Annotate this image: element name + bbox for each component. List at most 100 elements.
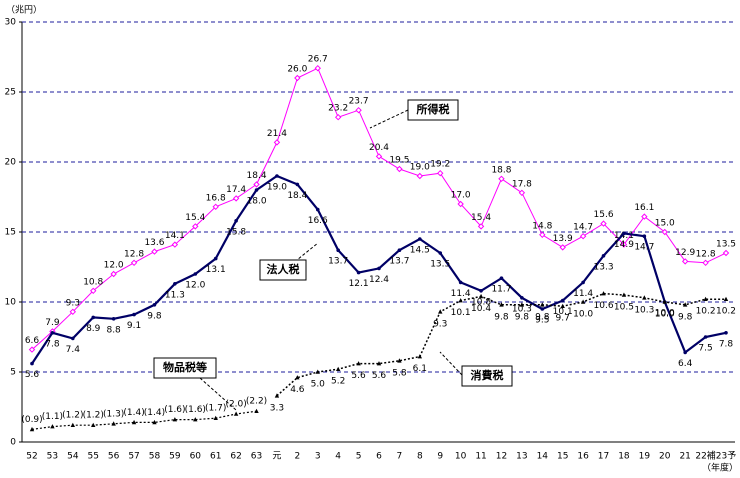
point — [479, 289, 483, 293]
data-label: 12.1 — [349, 279, 369, 289]
data-label: 10.1 — [553, 307, 573, 317]
point — [520, 296, 524, 300]
data-label: 10.3 — [512, 304, 532, 314]
data-label: 9.8 — [515, 312, 530, 322]
point — [600, 220, 607, 227]
point — [477, 223, 485, 230]
y-tick-label: 30 — [5, 18, 17, 28]
point — [437, 169, 444, 177]
x-tick-label: 4 — [335, 452, 341, 462]
y-tick-label: 15 — [5, 228, 16, 238]
point — [642, 295, 647, 300]
point — [417, 354, 423, 359]
point — [498, 175, 505, 183]
data-label: 10.5 — [614, 303, 634, 313]
data-label: 12.0 — [185, 281, 205, 291]
point — [152, 419, 157, 425]
data-label: 16.8 — [206, 193, 226, 203]
point — [254, 188, 259, 192]
point — [724, 331, 728, 335]
point — [234, 219, 238, 223]
data-label: 14.1 — [165, 231, 185, 241]
series-line — [31, 410, 257, 430]
point — [396, 165, 403, 173]
data-label: 13.7 — [389, 257, 409, 267]
x-tick-label: 13 — [516, 452, 527, 462]
data-label: (1.4) — [123, 408, 144, 418]
point — [315, 369, 320, 374]
data-label: 26.0 — [287, 65, 307, 75]
data-label: (2.0) — [225, 400, 246, 410]
data-label: 7.9 — [45, 318, 60, 328]
x-tick-label: 3 — [315, 452, 321, 462]
point — [499, 276, 504, 281]
x-tick-label: 21 — [679, 452, 690, 462]
data-label: 9.8 — [535, 312, 550, 322]
data-label: (1.6) — [164, 405, 185, 415]
point — [438, 309, 443, 314]
callout-box — [461, 365, 513, 387]
data-label: 13.5 — [716, 240, 736, 250]
x-tick-label: 8 — [417, 452, 423, 462]
data-label: 14.7 — [573, 223, 593, 233]
point — [702, 259, 709, 267]
data-label: 16.6 — [308, 216, 328, 226]
data-label: 5.8 — [392, 368, 407, 378]
point — [90, 287, 97, 295]
x-tick-label: 5 — [356, 452, 362, 462]
x-tick-label: 20 — [659, 452, 671, 462]
x-tick-label: 57 — [128, 452, 139, 462]
data-label: 7.8 — [45, 339, 60, 349]
y-tick-label: 20 — [5, 158, 17, 168]
point — [295, 375, 300, 380]
data-label: 19.0 — [267, 183, 287, 193]
data-label: 13.5 — [430, 260, 450, 270]
point — [171, 241, 179, 248]
data-label: 10.3 — [634, 305, 654, 315]
point — [50, 331, 55, 335]
data-label: 5.6 — [25, 370, 40, 380]
data-label: 9.7 — [556, 314, 570, 324]
x-tick-label: 18 — [618, 452, 630, 462]
data-label: 12.8 — [696, 249, 716, 259]
point — [579, 232, 587, 240]
data-label: 14.9 — [614, 240, 634, 250]
x-tick-label: 10 — [455, 452, 467, 462]
point — [315, 207, 320, 212]
point — [539, 231, 546, 239]
data-label: 19.2 — [430, 160, 450, 170]
data-label: 13.6 — [144, 238, 164, 248]
data-label: 10.6 — [594, 301, 614, 311]
point — [334, 113, 342, 121]
point — [519, 302, 525, 307]
data-label: 9.8 — [678, 312, 693, 322]
point — [131, 419, 137, 425]
callout-label: 物品税等 — [163, 360, 207, 374]
point — [377, 266, 381, 271]
callout-box — [259, 259, 307, 281]
y-unit: （兆円） — [6, 5, 42, 16]
data-label: 13.7 — [328, 257, 348, 267]
data-label: (1.4) — [144, 408, 165, 418]
point — [661, 228, 668, 236]
x-tick-label: 6 — [376, 452, 382, 462]
data-label: 6.6 — [25, 336, 40, 346]
point — [642, 234, 647, 238]
x-tick-label: 62 — [230, 452, 241, 462]
data-label: 23.7 — [349, 97, 369, 107]
point — [69, 308, 77, 316]
data-label: 17.0 — [451, 191, 471, 201]
x-tick-label: 63 — [251, 452, 262, 462]
data-label: 13.1 — [206, 265, 226, 275]
point — [29, 426, 35, 432]
x-tick-label: 17 — [598, 452, 609, 462]
point — [621, 292, 627, 297]
point — [356, 270, 361, 275]
point — [110, 270, 117, 278]
data-label: 6.4 — [678, 359, 693, 369]
data-label: 3.3 — [270, 403, 284, 413]
data-label: 10.0 — [573, 310, 593, 320]
point — [233, 411, 239, 416]
point — [295, 182, 300, 187]
x-tick-label: 2 — [294, 452, 300, 462]
